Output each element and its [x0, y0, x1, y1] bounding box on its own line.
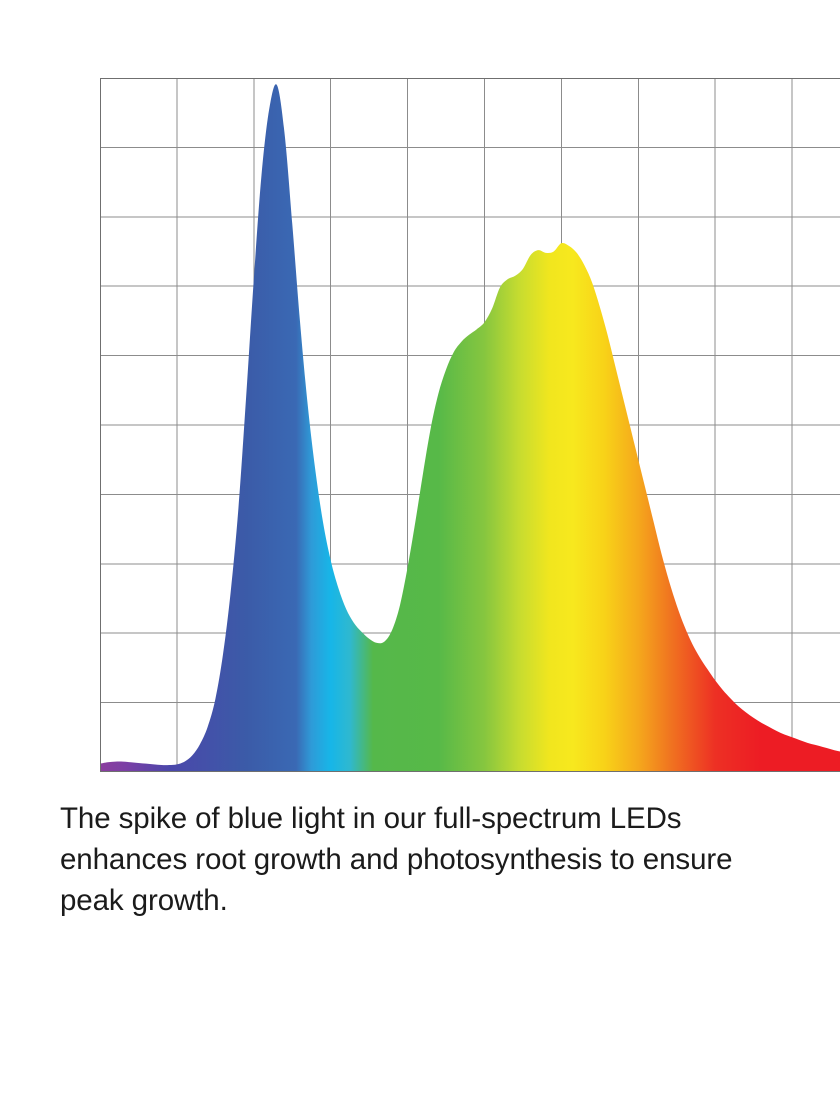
caption-block: The spike of blue light in our full-spec… [60, 798, 800, 921]
caption-text: The spike of blue light in our full-spec… [60, 802, 733, 917]
chart-border [100, 78, 840, 772]
spectrum-chart [100, 78, 840, 772]
spectrum-area-series [100, 84, 840, 772]
spectrum-chart-svg [100, 78, 840, 772]
